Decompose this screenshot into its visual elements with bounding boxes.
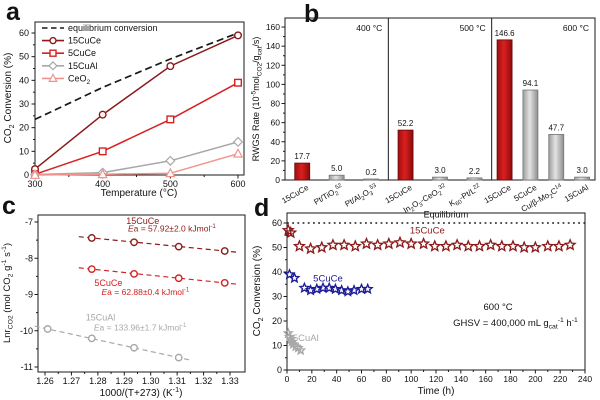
svg-text:100: 100 bbox=[266, 79, 280, 89]
svg-text:40: 40 bbox=[19, 75, 29, 85]
svg-text:20: 20 bbox=[19, 123, 29, 133]
svg-text:40: 40 bbox=[332, 374, 342, 384]
svg-text:1.33: 1.33 bbox=[221, 376, 239, 386]
svg-text:5CuCe: 5CuCe bbox=[68, 48, 96, 58]
svg-text:400: 400 bbox=[95, 179, 110, 189]
svg-text:0: 0 bbox=[24, 170, 29, 180]
svg-text:-8: -8 bbox=[25, 253, 33, 263]
svg-text:50: 50 bbox=[19, 52, 29, 62]
svg-text:52.2: 52.2 bbox=[398, 119, 414, 128]
svg-text:80: 80 bbox=[382, 374, 392, 384]
svg-text:GHSV = 400,000 mL gcat-1 h-1: GHSV = 400,000 mL gcat-1 h-1 bbox=[453, 317, 578, 330]
svg-text:140: 140 bbox=[266, 41, 280, 51]
svg-text:240: 240 bbox=[578, 374, 592, 384]
svg-text:600: 600 bbox=[230, 179, 245, 189]
svg-text:CO2 Conversion (%): CO2 Conversion (%) bbox=[3, 53, 16, 144]
svg-text:300: 300 bbox=[27, 179, 42, 189]
svg-text:0: 0 bbox=[285, 374, 290, 384]
svg-text:Ea = 133.96±1.7 kJmol-1: Ea = 133.96±1.7 kJmol-1 bbox=[94, 322, 187, 332]
svg-text:60: 60 bbox=[272, 218, 282, 228]
svg-text:140: 140 bbox=[454, 374, 468, 384]
svg-text:10: 10 bbox=[19, 146, 29, 156]
svg-text:40: 40 bbox=[272, 267, 282, 277]
svg-text:160: 160 bbox=[479, 374, 493, 384]
svg-text:1.30: 1.30 bbox=[142, 376, 160, 386]
svg-text:5CuCe: 5CuCe bbox=[94, 278, 122, 288]
svg-text:400 °C: 400 °C bbox=[356, 23, 382, 33]
svg-text:60: 60 bbox=[271, 118, 281, 128]
panel-c-letter: c bbox=[2, 192, 16, 220]
svg-text:1.29: 1.29 bbox=[116, 376, 134, 386]
svg-text:3.0: 3.0 bbox=[434, 166, 446, 175]
svg-text:1.31: 1.31 bbox=[168, 376, 186, 386]
svg-text:15CuCe: 15CuCe bbox=[410, 225, 445, 236]
svg-text:180: 180 bbox=[503, 374, 517, 384]
svg-text:Ea = 57.92±2.0 kJmol-1: Ea = 57.92±2.0 kJmol-1 bbox=[128, 223, 216, 233]
svg-text:30: 30 bbox=[272, 292, 282, 302]
svg-text:200: 200 bbox=[528, 374, 542, 384]
svg-text:1.28: 1.28 bbox=[89, 376, 107, 386]
svg-text:RWGS Rate (10-5molCO2/gcat/s): RWGS Rate (10-5molCO2/gcat/s) bbox=[250, 37, 263, 162]
svg-text:120: 120 bbox=[429, 374, 443, 384]
svg-text:600 °C: 600 °C bbox=[563, 23, 589, 33]
svg-text:30: 30 bbox=[19, 99, 29, 109]
svg-text:3.0: 3.0 bbox=[577, 166, 589, 175]
svg-text:40: 40 bbox=[271, 137, 281, 147]
svg-text:LnrCO2 (mol CO2 g-1 s-1): LnrCO2 (mol CO2 g-1 s-1) bbox=[1, 243, 14, 343]
svg-text:0.2: 0.2 bbox=[366, 168, 378, 177]
svg-text:1.27: 1.27 bbox=[63, 376, 81, 386]
svg-text:-11: -11 bbox=[21, 362, 33, 372]
svg-text:500 °C: 500 °C bbox=[460, 23, 486, 33]
svg-text:50: 50 bbox=[272, 243, 282, 253]
svg-text:1000/(T+273) (K-1): 1000/(T+273) (K-1) bbox=[100, 385, 183, 399]
svg-text:-7: -7 bbox=[25, 217, 33, 227]
svg-text:CO2 Conversion (%): CO2 Conversion (%) bbox=[252, 246, 265, 337]
svg-text:-9: -9 bbox=[25, 290, 33, 300]
svg-text:60: 60 bbox=[357, 374, 367, 384]
svg-text:5CuCe: 5CuCe bbox=[313, 273, 343, 284]
panel-d-letter: d bbox=[254, 194, 270, 222]
svg-text:15CuCe: 15CuCe bbox=[68, 36, 101, 46]
svg-text:80: 80 bbox=[271, 99, 281, 109]
svg-text:15CuCe: 15CuCe bbox=[126, 216, 159, 226]
svg-text:220: 220 bbox=[553, 374, 567, 384]
svg-text:0: 0 bbox=[275, 175, 280, 185]
svg-text:1.26: 1.26 bbox=[36, 376, 54, 386]
svg-text:120: 120 bbox=[266, 60, 280, 70]
svg-text:0: 0 bbox=[277, 365, 282, 375]
svg-text:20: 20 bbox=[307, 374, 317, 384]
svg-text:10: 10 bbox=[272, 341, 282, 351]
svg-text:15CuAl: 15CuAl bbox=[68, 61, 98, 71]
svg-text:Ea = 62.88±0.4 kJmol-1: Ea = 62.88±0.4 kJmol-1 bbox=[102, 286, 190, 296]
panel-c-arrhenius-chart: 1.26 1.27 1.28 1.29 1.30 1.31 1.32 1.33 -7 -8 -9 -1… bbox=[1, 214, 246, 399]
svg-text:1.32: 1.32 bbox=[195, 376, 213, 386]
svg-text:500: 500 bbox=[163, 179, 178, 189]
svg-text:60: 60 bbox=[19, 28, 29, 38]
svg-text:-10: -10 bbox=[20, 326, 33, 336]
svg-text:Equilibrium: Equilibrium bbox=[424, 209, 469, 219]
svg-text:100: 100 bbox=[404, 374, 418, 384]
svg-text:equilibrium conversion: equilibrium conversion bbox=[68, 23, 158, 33]
svg-text:20: 20 bbox=[271, 156, 281, 166]
panel-a-letter: a bbox=[6, 0, 20, 26]
svg-text:Time (h): Time (h) bbox=[418, 386, 455, 397]
svg-text:94.1: 94.1 bbox=[523, 79, 539, 88]
svg-text:20: 20 bbox=[272, 316, 282, 326]
svg-text:15CuAl: 15CuAl bbox=[288, 333, 319, 344]
svg-text:146.6: 146.6 bbox=[495, 29, 516, 38]
svg-text:47.7: 47.7 bbox=[548, 123, 564, 132]
svg-text:15CuAl: 15CuAl bbox=[86, 313, 116, 323]
panel-b-letter: b bbox=[304, 0, 320, 28]
svg-text:CeO2: CeO2 bbox=[68, 73, 91, 86]
svg-text:600 °C: 600 °C bbox=[484, 302, 513, 313]
svg-text:5.0: 5.0 bbox=[331, 164, 343, 173]
panel-a-conversion-line-chart: 300 400 500 600 0 10 20 30 40 50 60 equilibrium con… bbox=[3, 21, 246, 199]
panel-d-stability-chart: 0 20 40 60 80 100 120 140 160 180 200 220 240 0 10 20 30… bbox=[252, 209, 592, 397]
svg-text:2.2: 2.2 bbox=[469, 167, 481, 176]
svg-text:Temperature (°C): Temperature (°C) bbox=[101, 188, 178, 199]
svg-text:17.7: 17.7 bbox=[294, 152, 310, 161]
svg-text:160: 160 bbox=[266, 22, 280, 32]
